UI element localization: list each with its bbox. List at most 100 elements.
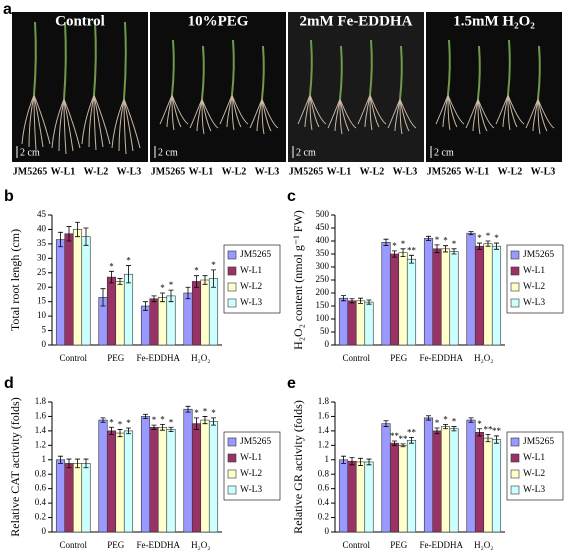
legend-label: W-L2 [523,282,545,292]
x-tick-label: PEG [390,540,408,550]
significance-mark: ** [407,245,417,255]
bar [106,276,117,346]
significance-mark: * [435,418,440,428]
root [502,94,509,128]
root [171,94,189,125]
legend-swatch [510,298,520,308]
root [495,94,509,125]
shoot [33,21,37,96]
bar [183,292,193,346]
root [93,94,104,148]
legend-label: W-L3 [240,298,262,308]
panel-label: a [3,1,12,18]
genotype-label: JM5265 [427,166,461,177]
error-bar [400,443,406,448]
root [93,94,111,145]
bar [381,242,391,346]
significance-mark: ** [390,431,400,441]
root [339,98,350,132]
error-bar [100,417,106,423]
significance-mark: * [152,415,157,425]
x-tick-label: Fe-EDDHA [420,353,464,363]
shoot [261,45,265,100]
bar [149,426,159,533]
photo [426,12,562,162]
shoot [123,21,127,100]
y-tick-label: 300 [316,261,330,271]
bar [491,245,502,346]
bar [483,437,493,533]
bar [55,239,66,346]
significance-mark: * [194,408,199,418]
legend-swatch [510,266,520,276]
legend-swatch [227,250,237,260]
error-bar [383,238,389,246]
root [261,98,272,132]
scale-label: 2 cm [296,147,316,158]
y-tick-label: 0 [325,526,330,536]
error-bar [211,269,216,288]
legend-label: W-L3 [240,485,262,495]
error-bar [358,457,363,466]
root [51,98,65,149]
significance-mark: ** [407,427,417,437]
error-bar [100,288,106,307]
error-bar [451,426,457,432]
legend-box [223,244,281,314]
genotype-label: W-L1 [51,166,76,177]
legend-label: JM5265 [523,250,554,260]
root [399,98,403,135]
y-tick-label: 0.4 [35,497,47,507]
y-tick-label: 1.8 [318,396,330,406]
y-tick-label: 250 [316,274,330,284]
root [111,98,125,149]
error-bar [109,426,114,435]
bar [123,430,134,533]
legend-swatch [227,282,237,292]
bar [466,232,476,346]
error-bar [409,254,414,264]
root [364,94,371,128]
y-tick-label: 0.6 [35,483,47,493]
root [123,98,134,152]
y-tick-label: 40 [37,224,47,234]
y-tick-label: 200 [316,287,330,297]
root [339,98,343,135]
error-bar [494,435,499,444]
bar [191,281,202,346]
shoot [171,39,175,96]
root [369,94,373,131]
legend-label: W-L1 [240,453,262,463]
error-bar [211,417,216,426]
bar [483,243,493,346]
legend-box [506,431,564,501]
root [93,94,97,151]
root [399,98,417,129]
significance-mark: * [486,231,491,241]
significance-mark: * [109,261,114,271]
bar [423,417,434,533]
legend-swatch [510,437,520,447]
bar [81,463,91,533]
error-bar [366,299,372,305]
bar [347,460,357,533]
bar [432,248,442,346]
error-bar [117,278,123,285]
bar [440,248,451,346]
y-axis-title: H₂O₂ content (nmol g⁻¹ FW) [291,210,305,350]
significance-mark: * [392,241,397,251]
bar [347,300,357,346]
root [525,98,539,129]
error-bar [185,405,191,413]
bar [432,430,442,533]
x-tick-label: H₂O₂ [191,353,210,363]
shoot [63,21,67,100]
genotype-label: W-L3 [531,166,556,177]
significance-mark: ** [492,426,502,436]
shoot [369,39,373,96]
condition-label: 2mM Fe-EDDHA [300,13,413,29]
error-bar [202,416,208,425]
x-tick-label: Fe-EDDHA [137,540,181,550]
genotype-label: W-L2 [84,166,109,177]
